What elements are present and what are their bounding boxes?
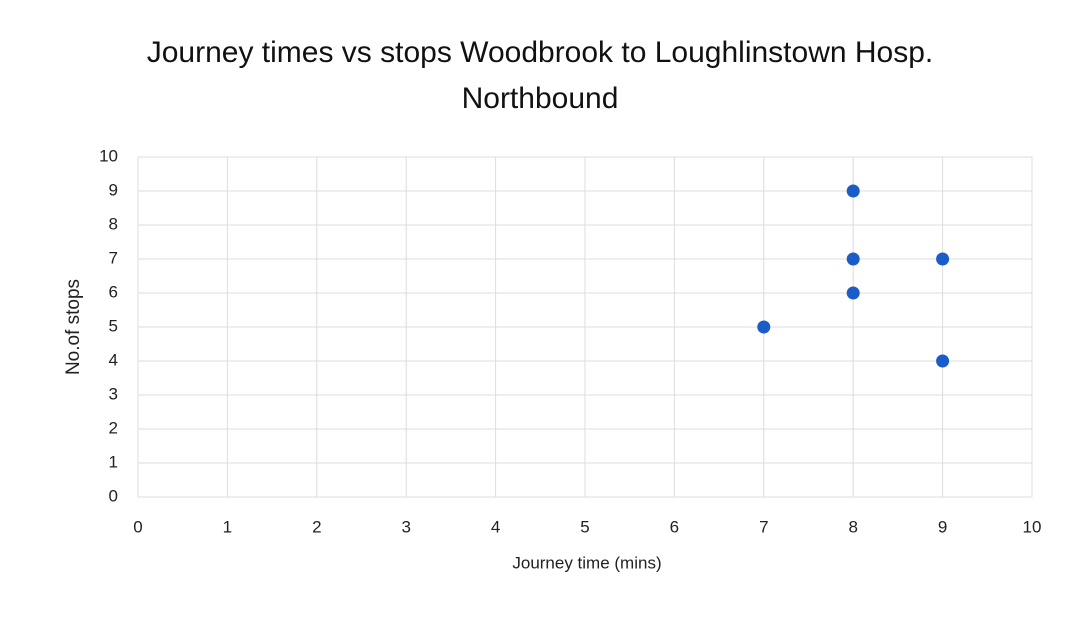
x-tick-label: 4 <box>491 517 500 536</box>
x-tick-label: 5 <box>580 517 589 536</box>
x-tick-label: 8 <box>848 517 857 536</box>
point <box>846 184 860 198</box>
x-tick-label: 6 <box>670 517 679 536</box>
point <box>936 252 950 266</box>
y-tick-label: 4 <box>109 350 118 369</box>
x-tick-label: 1 <box>223 517 232 536</box>
y-tick-label: 10 <box>99 146 118 165</box>
x-tick-label: 9 <box>938 517 947 536</box>
point <box>936 354 950 368</box>
x-tick-label: 0 <box>133 517 142 536</box>
y-axis-label: No.of stops <box>63 279 84 375</box>
point <box>757 320 771 334</box>
y-tick-label: 0 <box>109 486 118 505</box>
y-tick-label: 1 <box>109 452 118 471</box>
x-tick-label: 7 <box>759 517 768 536</box>
x-axis-label: Journey time (mins) <box>512 553 661 572</box>
chart-title: Journey times vs stops Woodbrook to Loug… <box>146 36 934 115</box>
y-tick-label: 5 <box>109 316 118 335</box>
x-tick-label: 3 <box>401 517 410 536</box>
x-tick-label: 10 <box>1023 517 1042 536</box>
y-tick-label: 8 <box>109 214 118 233</box>
x-tick-label: 2 <box>312 517 321 536</box>
y-tick-label: 2 <box>109 418 118 437</box>
y-tick-label: 9 <box>109 180 118 199</box>
point <box>846 252 860 266</box>
point <box>846 286 860 300</box>
y-tick-label: 6 <box>109 282 118 301</box>
y-tick-label: 3 <box>109 384 118 403</box>
y-tick-label: 7 <box>109 248 118 267</box>
